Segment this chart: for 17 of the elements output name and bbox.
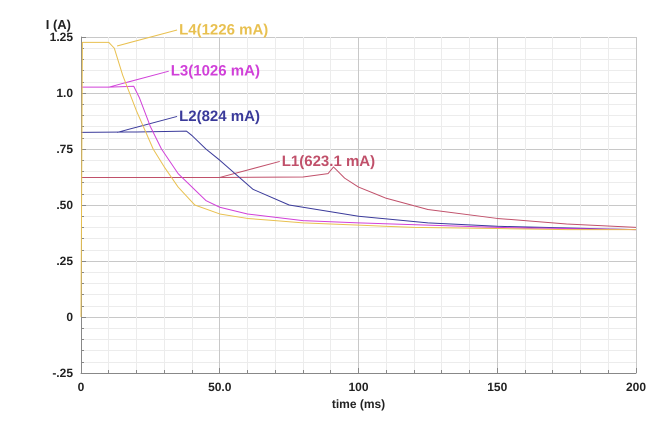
y-tick-label: .25 [56,254,74,268]
annotation: L1(623.1 mA) [282,152,376,170]
y-tick-label: 0 [66,310,74,324]
y-tick-label: .50 [56,198,74,212]
y-tick-label: -.25 [52,366,74,380]
y-tick-label: 1.0 [56,86,74,100]
x-axis-title: time (ms) [332,396,386,411]
y-axis-title: I (A) [46,17,71,32]
x-tick-label: 100 [348,380,369,394]
x-tick-label: 50.0 [208,380,232,394]
y-tick-label: .75 [56,142,74,156]
x-tick-label: 0 [78,380,85,394]
annotation: L3(1026 mA) [170,62,260,80]
x-tick-label: 200 [626,380,646,394]
annotation: L4(1226 mA) [179,21,268,38]
annotation: L2(824 mA) [179,108,260,125]
x-tick-label: 150 [487,380,508,394]
